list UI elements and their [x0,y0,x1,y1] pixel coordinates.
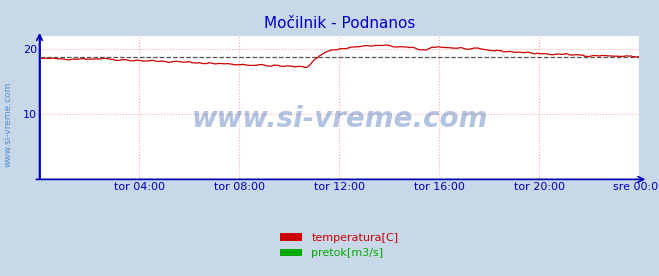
Legend: temperatura[C], pretok[m3/s]: temperatura[C], pretok[m3/s] [276,228,403,263]
Text: www.si-vreme.com: www.si-vreme.com [191,105,488,133]
Text: www.si-vreme.com: www.si-vreme.com [3,81,13,167]
Title: Močilnik - Podnanos: Močilnik - Podnanos [264,15,415,31]
